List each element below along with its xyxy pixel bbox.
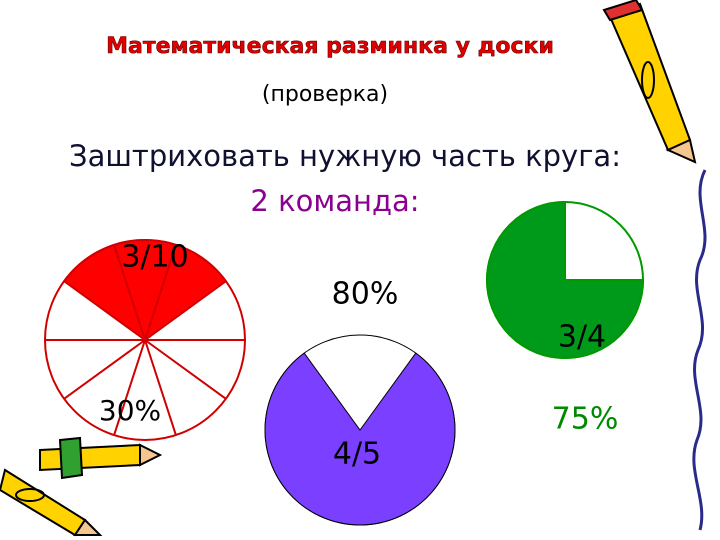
pencils-bottom-left: [0, 436, 163, 537]
team: 2 команда:: [250, 184, 419, 218]
percent-label: 80%: [332, 277, 399, 312]
subtitle: (проверка): [262, 82, 388, 107]
circle-quarters: [486, 200, 645, 359]
fraction-label: 3/10: [121, 240, 188, 275]
circle-fifths: [264, 334, 456, 526]
fraction-label: 3/4: [558, 320, 606, 355]
pencil-top-right: [602, 0, 697, 164]
percent-label: 30%: [99, 394, 161, 427]
percent-label: 75%: [552, 402, 619, 437]
circle-tenths: [44, 239, 246, 441]
fraction-label: 4/5: [333, 437, 381, 472]
instruction: Заштриховать нужную часть круга:: [69, 139, 621, 173]
decorative-line: [692, 169, 707, 531]
title: Математическая разминка у доски: [106, 34, 554, 59]
